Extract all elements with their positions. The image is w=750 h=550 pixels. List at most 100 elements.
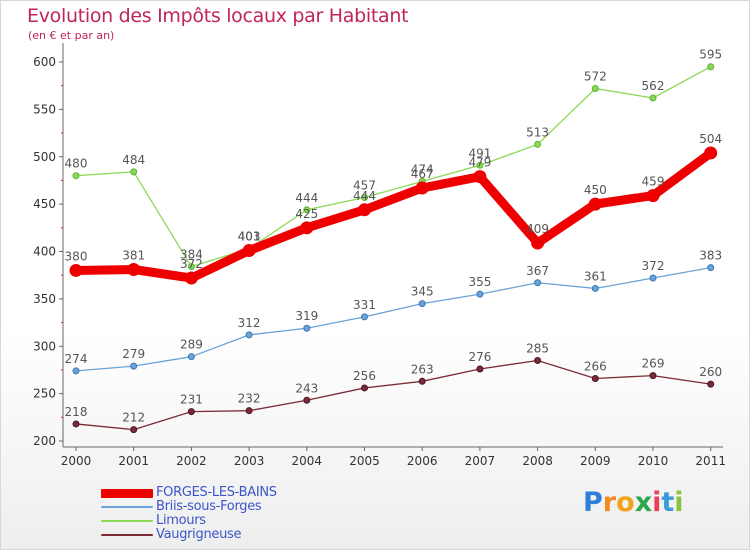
x-tick-label: 2002 — [176, 454, 207, 468]
x-tick-label: 2006 — [407, 454, 438, 468]
data-point — [649, 94, 657, 102]
data-point — [476, 290, 484, 298]
data-point — [303, 324, 311, 332]
data-label: 367 — [526, 264, 549, 278]
data-point — [184, 271, 198, 285]
data-label: 312 — [238, 316, 261, 330]
data-label: 361 — [584, 269, 607, 283]
data-label: 372 — [180, 257, 203, 271]
series-briis-sous-forges: 274 279 289 312 319 331 345 355 367 361 372 383 — [65, 249, 722, 375]
y-tick-label: 300 — [33, 339, 56, 353]
data-point — [300, 221, 314, 235]
data-label: 372 — [642, 259, 665, 273]
legend-swatch — [101, 506, 153, 508]
chart-title: Evolution des Impôts locaux par Habitant — [27, 5, 409, 27]
series-line — [75, 66, 712, 268]
y-tick-label: 400 — [33, 245, 56, 259]
data-point — [361, 193, 368, 201]
series-line — [75, 359, 712, 431]
x-tick-label: 2007 — [465, 454, 496, 468]
data-label: 401 — [238, 230, 261, 244]
logo-letter: i — [674, 487, 684, 518]
data-point — [130, 168, 138, 176]
data-point — [476, 365, 484, 373]
data-point — [130, 426, 138, 434]
data-label: 289 — [180, 338, 203, 352]
legend-swatch — [101, 488, 153, 498]
data-label: 403 — [238, 230, 261, 244]
data-label: 474 — [411, 162, 434, 176]
data-point — [476, 161, 484, 169]
legend-swatch — [101, 520, 153, 522]
data-label: 480 — [65, 157, 88, 171]
data-point — [704, 146, 718, 160]
data-label: 256 — [353, 369, 376, 383]
data-label: 384 — [180, 248, 203, 262]
legend-label: Limours — [156, 513, 206, 528]
data-label: 467 — [411, 167, 434, 181]
data-point — [534, 279, 542, 287]
data-label: 450 — [584, 183, 607, 197]
data-point — [707, 380, 715, 388]
data-label: 319 — [295, 309, 318, 323]
data-point — [531, 236, 545, 250]
data-point — [72, 420, 80, 428]
chart-subtitle: (en € et par an) — [28, 29, 115, 42]
series-line — [71, 148, 716, 283]
x-tick-label: 2010 — [638, 454, 669, 468]
data-point — [72, 367, 80, 375]
x-tick-label: 2009 — [580, 454, 611, 468]
data-point — [418, 377, 426, 385]
data-label: 243 — [295, 381, 318, 395]
y-tick-label: 600 — [33, 55, 56, 69]
data-label: 212 — [122, 411, 145, 425]
y-tick-label: 200 — [33, 434, 56, 448]
data-point — [187, 263, 195, 271]
y-tick-label: 350 — [33, 292, 56, 306]
data-label: 383 — [699, 249, 722, 263]
data-point — [418, 300, 426, 308]
logo-letter: o — [616, 487, 635, 518]
data-point — [591, 284, 599, 292]
data-point — [415, 181, 429, 195]
y-tick-label: 500 — [33, 150, 56, 164]
data-point — [245, 331, 253, 339]
data-label: 276 — [468, 350, 491, 364]
data-label: 263 — [411, 362, 434, 376]
data-label: 331 — [353, 298, 376, 312]
data-point — [591, 374, 599, 382]
logo-letter: P — [583, 487, 603, 518]
data-label: 355 — [468, 275, 491, 289]
data-point — [473, 170, 487, 184]
data-label: 479 — [468, 156, 491, 170]
data-point — [187, 408, 195, 416]
data-point — [303, 396, 311, 404]
data-label: 260 — [699, 365, 722, 379]
data-label: 562 — [642, 79, 665, 93]
data-point — [534, 356, 542, 364]
series-forges-les-bains: 380 381 372 401 425 444 467 479 409 450 459 504 — [65, 132, 722, 285]
data-label: 380 — [65, 249, 88, 263]
logo-letter: t — [661, 487, 675, 518]
data-point — [187, 353, 195, 361]
x-tick-label: 2011 — [695, 454, 726, 468]
x-tick-label: 2003 — [234, 454, 265, 468]
data-label: 425 — [295, 207, 318, 221]
legend-label: FORGES-LES-BAINS — [156, 485, 277, 500]
data-label: 444 — [353, 189, 376, 203]
data-point — [303, 206, 311, 214]
y-tick-label: 550 — [33, 102, 56, 116]
data-point — [646, 189, 660, 203]
x-tick-label: 2000 — [61, 454, 92, 468]
data-point — [127, 263, 141, 277]
data-label: 484 — [122, 153, 145, 167]
data-label: 595 — [699, 48, 722, 62]
logo-letter: i — [652, 487, 662, 518]
data-point — [361, 313, 368, 321]
logo-letter: x — [634, 487, 653, 518]
data-label: 504 — [699, 132, 722, 146]
data-point — [69, 263, 83, 277]
